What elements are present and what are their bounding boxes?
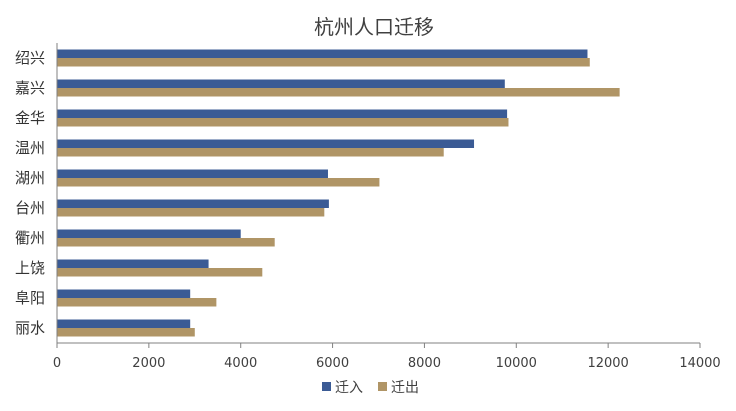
category-label: 湖州 (15, 169, 45, 187)
x-tick-label: 0 (53, 356, 61, 371)
bar-out-1 (57, 88, 620, 97)
x-tick-label: 4000 (224, 356, 257, 371)
bar-in-6 (57, 229, 241, 238)
category-label: 台州 (15, 199, 45, 217)
x-tick-label: 2000 (132, 356, 165, 371)
category-label: 绍兴 (15, 49, 45, 67)
bar-out-5 (57, 208, 325, 217)
legend-label-in: 迁入 (335, 380, 363, 396)
x-tick-label: 14000 (679, 356, 720, 371)
legend-label-out: 迁出 (391, 380, 419, 396)
bars-group (57, 49, 620, 337)
category-label: 金华 (15, 109, 45, 127)
category-label: 温州 (15, 139, 45, 157)
bar-out-3 (57, 148, 444, 157)
bar-out-9 (57, 328, 195, 337)
legend: 迁入 迁出 (322, 380, 419, 396)
category-label: 阜阳 (15, 289, 45, 307)
legend-swatch-in (322, 382, 331, 391)
category-label: 上饶 (15, 259, 45, 277)
x-tick-label: 6000 (316, 356, 349, 371)
legend-swatch-out (378, 382, 387, 391)
bar-out-0 (57, 58, 590, 67)
bar-out-7 (57, 268, 263, 277)
x-tick-label: 12000 (587, 356, 628, 371)
bar-out-6 (57, 238, 275, 247)
chart-title: 杭州人口迁移 (314, 15, 434, 39)
bar-in-0 (57, 49, 588, 58)
category-label: 嘉兴 (15, 79, 45, 97)
bar-in-8 (57, 289, 191, 298)
x-axis: 0 2000 4000 6000 8000 10000 12000 14000 (53, 342, 721, 371)
bar-in-7 (57, 259, 209, 268)
bar-in-2 (57, 109, 508, 118)
bar-out-4 (57, 178, 380, 187)
x-tick-label: 8000 (408, 356, 441, 371)
bar-in-5 (57, 199, 329, 208)
x-tick-label: 10000 (496, 356, 537, 371)
bar-in-1 (57, 79, 505, 88)
bar-out-2 (57, 118, 509, 127)
bar-in-4 (57, 169, 328, 178)
category-label: 丽水 (15, 319, 45, 337)
bar-in-9 (57, 319, 191, 328)
bar-in-3 (57, 139, 475, 148)
category-label: 衢州 (15, 229, 45, 247)
bar-out-8 (57, 298, 217, 307)
